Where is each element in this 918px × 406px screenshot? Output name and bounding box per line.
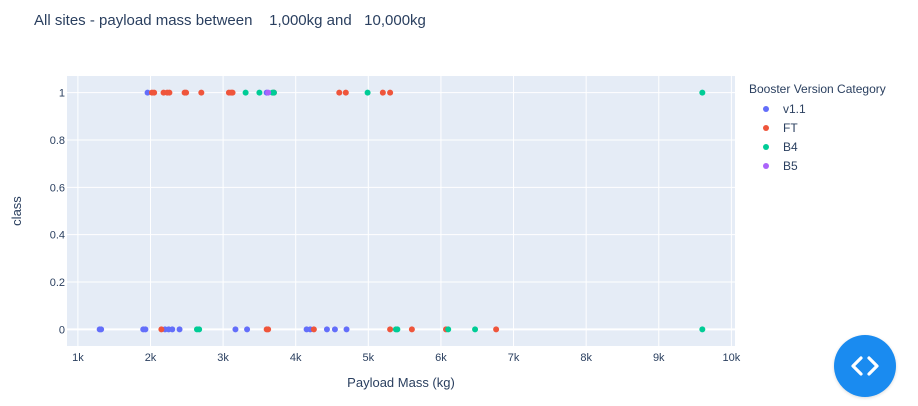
legend-label: v1.1 — [783, 101, 806, 116]
data-point-ft[interactable] — [408, 326, 415, 333]
x-tick-label: 2k — [145, 352, 157, 364]
legend-marker — [763, 124, 769, 131]
x-tick-label: 4k — [290, 352, 302, 364]
data-point-b4[interactable] — [270, 89, 277, 96]
data-point-v1-1[interactable] — [176, 326, 183, 333]
data-point-b4[interactable] — [394, 326, 401, 333]
legend-label: FT — [783, 120, 798, 135]
y-tick-label: 0.4 — [50, 230, 65, 242]
data-point-ft[interactable] — [342, 89, 349, 96]
data-point-v1-1[interactable] — [142, 326, 149, 333]
y-axis-ticks: 0 0.2 0.4 0.6 0.8 1 — [50, 88, 65, 337]
legend-item-b4[interactable]: B4 — [749, 137, 886, 156]
data-point-v1-1[interactable] — [244, 326, 251, 333]
data-point-b4[interactable] — [472, 326, 479, 333]
chart-title: All sites - payload mass between 1,000kg… — [34, 12, 426, 29]
data-point-ft[interactable] — [151, 89, 158, 96]
data-point-ft[interactable] — [387, 326, 394, 333]
data-point-ft[interactable] — [310, 326, 317, 333]
x-tick-label: 6k — [435, 352, 447, 364]
data-point-ft[interactable] — [166, 89, 173, 96]
data-point-v1-1[interactable] — [98, 326, 105, 333]
data-point-v1-1[interactable] — [169, 326, 176, 333]
data-points[interactable] — [96, 89, 706, 333]
data-point-ft[interactable] — [158, 326, 165, 333]
legend-title: Booster Version Category — [749, 82, 886, 96]
x-tick-label: 8k — [580, 352, 592, 364]
data-point-b4[interactable] — [699, 326, 706, 333]
legend-label: B4 — [783, 139, 798, 154]
y-tick-label: 0.6 — [50, 182, 65, 194]
data-point-ft[interactable] — [265, 326, 272, 333]
x-tick-label: 3k — [217, 352, 229, 364]
y-tick-label: 0 — [59, 324, 65, 336]
data-point-ft[interactable] — [336, 89, 343, 96]
x-tick-label: 1k — [72, 352, 84, 364]
data-point-ft[interactable] — [387, 89, 394, 96]
x-axis-ticks: 1k 2k 3k 4k 5k 6k 7k 8k 9k 10k — [72, 352, 741, 364]
data-point-b4[interactable] — [256, 89, 263, 96]
y-tick-label: 0.8 — [50, 135, 65, 147]
x-axis-label: Payload Mass (kg) — [347, 375, 455, 390]
x-tick-label: 10k — [722, 352, 740, 364]
y-axis-label: class — [9, 196, 24, 226]
data-point-b4[interactable] — [445, 326, 452, 333]
data-point-v1-1[interactable] — [232, 326, 239, 333]
plot-area — [67, 76, 735, 346]
data-point-v1-1[interactable] — [343, 326, 350, 333]
legend-item-v1-1[interactable]: v1.1 — [749, 99, 886, 118]
data-point-ft[interactable] — [198, 89, 205, 96]
y-tick-label: 0.2 — [50, 277, 65, 289]
x-tick-label: 7k — [508, 352, 520, 364]
code-toggle-button[interactable] — [834, 335, 896, 397]
legend-label: B5 — [783, 158, 798, 173]
legend-marker — [763, 162, 769, 169]
data-point-ft[interactable] — [229, 89, 236, 96]
legend-item-b5[interactable]: B5 — [749, 156, 886, 175]
data-point-b4[interactable] — [242, 89, 249, 96]
legend-marker — [763, 105, 769, 112]
legend-marker — [763, 143, 769, 150]
x-tick-label: 9k — [653, 352, 665, 364]
data-point-ft[interactable] — [493, 326, 500, 333]
data-point-b4[interactable] — [699, 89, 706, 96]
data-point-v1-1[interactable] — [144, 89, 151, 96]
data-point-ft[interactable] — [183, 89, 190, 96]
x-tick-label: 5k — [363, 352, 375, 364]
legend-item-ft[interactable]: FT — [749, 118, 886, 137]
legend: Booster Version Category v1.1 FT B4 B5 — [749, 82, 886, 175]
data-point-b5[interactable] — [265, 89, 272, 96]
data-point-v1-1[interactable] — [331, 326, 338, 333]
data-point-b4[interactable] — [196, 326, 203, 333]
data-point-b4[interactable] — [364, 89, 371, 96]
data-point-ft[interactable] — [379, 89, 386, 96]
y-tick-label: 1 — [59, 88, 65, 100]
data-point-v1-1[interactable] — [323, 326, 330, 333]
code-icon — [851, 356, 879, 376]
grid-lines — [67, 76, 735, 346]
